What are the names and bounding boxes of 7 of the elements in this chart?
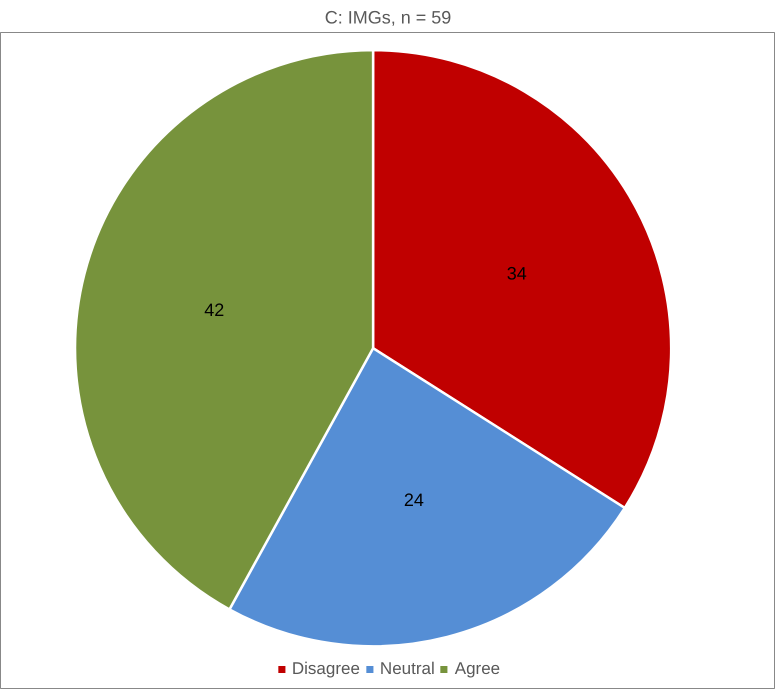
data-label: 42 <box>204 300 224 320</box>
data-label: 34 <box>506 263 527 284</box>
data-label: 24 <box>404 490 424 510</box>
legend-label: Agree <box>454 659 500 679</box>
chart-title: C: IMGs, n = 59 <box>324 8 452 28</box>
legend-label: Neutral <box>380 659 435 679</box>
legend-label: Disagree <box>292 659 360 679</box>
